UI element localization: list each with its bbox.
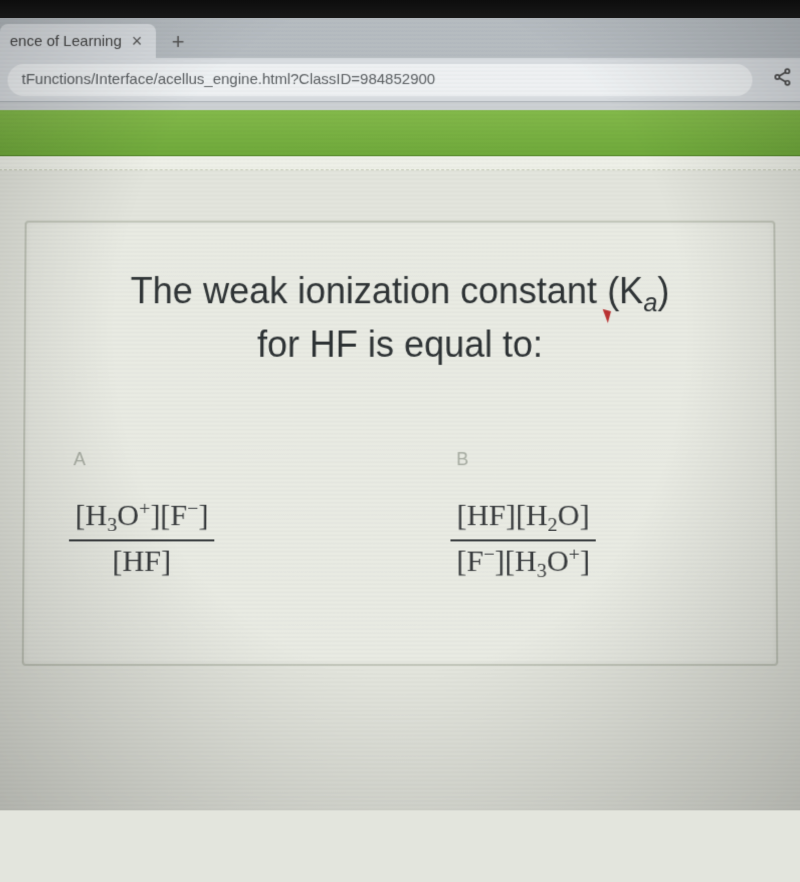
share-icon[interactable] [752,67,792,93]
tab-title: ence of Learning [10,32,122,49]
q-ka-sub: a [643,289,657,317]
browser-tab[interactable]: ence of Learning × [0,24,156,58]
answer-a-label: A [55,449,400,470]
answer-a-fraction: [H3O+][F−] [HF] [69,499,215,579]
header-divider [0,156,800,170]
tab-strip: ence of Learning × + [0,18,800,58]
answers-row: A [H3O+][F−] [HF] B [HF][H2O] [F−][H3O+] [45,449,756,583]
url-text: tFunctions/Interface/acellus_engine.html… [22,71,436,88]
close-icon[interactable]: × [132,30,143,51]
question-text: The weak ionization constant (Ka) for HF… [46,267,754,370]
q-line2: for HF is equal to: [257,324,543,365]
q-ka-close: ) [657,270,669,311]
q-line1-pre: The weak ionization constant [130,270,607,311]
url-box[interactable]: tFunctions/Interface/acellus_engine.html… [7,64,752,96]
header-green-bar [0,110,800,156]
answer-b-denominator: [F−][H3O+] [450,542,596,583]
answer-b-fraction: [HF][H2O] [F−][H3O+] [450,499,596,583]
answer-a-denominator: [HF] [69,542,215,579]
answer-a-numerator: [H3O+][F−] [69,499,215,542]
address-bar: tFunctions/Interface/acellus_engine.html… [0,58,800,102]
new-tab-button[interactable]: + [162,26,194,58]
answer-a[interactable]: A [H3O+][F−] [HF] [55,449,400,583]
question-card: The weak ionization constant (Ka) for HF… [22,221,778,667]
page-body: The weak ionization constant (Ka) for HF… [0,170,800,882]
q-ka-open: (K [607,270,643,311]
answer-b-numerator: [HF][H2O] [450,499,596,542]
answer-b[interactable]: B [HF][H2O] [F−][H3O+] [400,449,745,583]
answer-b-label: B [400,449,745,470]
